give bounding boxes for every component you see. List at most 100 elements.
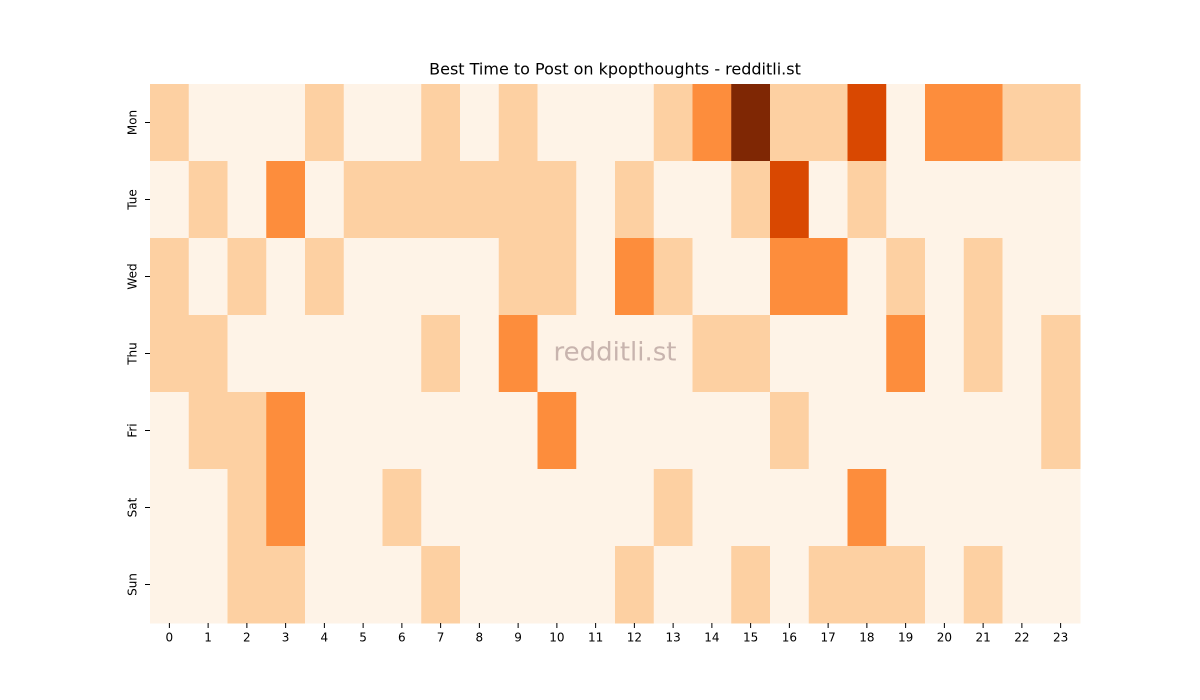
heatmap-cell: [460, 392, 500, 470]
heatmap-cell: [150, 392, 190, 470]
heatmap-cell: [537, 161, 577, 239]
heatmap-cell: [421, 315, 461, 393]
heatmap-cell: [770, 161, 810, 239]
heatmap-cell: [615, 161, 655, 239]
heatmap-cell: [537, 84, 577, 162]
heatmap-cell: [692, 161, 732, 239]
x-tick-label: 8: [476, 631, 484, 645]
heatmap-cell: [576, 161, 616, 239]
heatmap-cell: [305, 84, 345, 162]
chart-title: Best Time to Post on kpopthoughts - redd…: [429, 60, 801, 79]
x-tick-label: 4: [321, 631, 329, 645]
heatmap-cell: [692, 238, 732, 316]
heatmap-cell: [653, 84, 693, 162]
x-tick-label: 10: [549, 631, 564, 645]
heatmap-cell: [615, 392, 655, 470]
heatmap-cell: [1041, 315, 1081, 393]
heatmap-cell: [770, 546, 810, 624]
heatmap-cell: [343, 84, 383, 162]
heatmap-cell: [615, 84, 655, 162]
heatmap-cell: [886, 392, 926, 470]
heatmap-cell: [1041, 84, 1081, 162]
heatmap-cell: [305, 315, 345, 393]
heatmap-cell: [537, 315, 577, 393]
x-tick-label: 5: [359, 631, 367, 645]
heatmap-cell: [537, 392, 577, 470]
heatmap-cell: [886, 84, 926, 162]
heatmap-cell: [421, 546, 461, 624]
x-tick-label: 1: [204, 631, 212, 645]
heatmap-cell: [188, 392, 228, 470]
heatmap-cell: [188, 546, 228, 624]
heatmap-cell: [692, 315, 732, 393]
x-tick-label: 16: [782, 631, 797, 645]
heatmap-cell: [808, 161, 848, 239]
heatmap-cell: [808, 315, 848, 393]
heatmap-cell: [498, 392, 538, 470]
x-tick-label: 19: [898, 631, 913, 645]
heatmap-cell: [460, 84, 500, 162]
heatmap-cell: [963, 546, 1003, 624]
heatmap-cell: [343, 392, 383, 470]
y-tick-label: Thu: [126, 342, 140, 366]
heatmap-cell: [382, 161, 422, 239]
heatmap-cell: [886, 238, 926, 316]
heatmap-cell: [731, 161, 771, 239]
heatmap-cell: [227, 392, 267, 470]
heatmap-cell: [1002, 469, 1042, 547]
heatmap-cell: [886, 546, 926, 624]
heatmap-cell: [692, 392, 732, 470]
heatmap-cell: [343, 238, 383, 316]
heatmap-cell: [925, 84, 965, 162]
y-tick-label: Wed: [126, 263, 140, 289]
heatmap-cell: [886, 161, 926, 239]
heatmap-cell: [498, 161, 538, 239]
heatmap-cell: [266, 315, 306, 393]
heatmap-cell: [692, 469, 732, 547]
heatmap-cell: [963, 392, 1003, 470]
heatmap-cell: [653, 392, 693, 470]
heatmap-cell: [421, 161, 461, 239]
heatmap-cell: [343, 315, 383, 393]
heatmap-cell: [227, 469, 267, 547]
x-tick-label: 23: [1053, 631, 1068, 645]
x-tick-label: 7: [437, 631, 445, 645]
heatmap-cell: [305, 546, 345, 624]
y-tick-label: Sun: [126, 573, 140, 596]
heatmap-cell: [1002, 161, 1042, 239]
x-tick-label: 18: [859, 631, 874, 645]
heatmap-cell: [770, 315, 810, 393]
heatmap-cell: [537, 238, 577, 316]
heatmap-cell: [460, 161, 500, 239]
watermark: redditli.st: [554, 338, 677, 368]
heatmap-cell: [770, 392, 810, 470]
heatmap-cell: [150, 546, 190, 624]
heatmap-cell: [460, 546, 500, 624]
heatmap-cell: [886, 469, 926, 547]
x-tick-label: 17: [820, 631, 835, 645]
heatmap-cell: [576, 315, 616, 393]
heatmap-cell: [731, 546, 771, 624]
heatmap-cell: [1041, 469, 1081, 547]
heatmap-cell: [188, 161, 228, 239]
heatmap-cell: [421, 469, 461, 547]
heatmap-cell: [188, 238, 228, 316]
heatmap-cell: [808, 546, 848, 624]
heatmap-cell: [653, 469, 693, 547]
x-tick-label: 6: [398, 631, 406, 645]
x-tick-label: 11: [588, 631, 603, 645]
heatmap-cell: [615, 315, 655, 393]
heatmap-cell: [963, 84, 1003, 162]
heatmap-cell: [576, 392, 616, 470]
heatmap-cell: [925, 238, 965, 316]
heatmap-cell: [1041, 238, 1081, 316]
heatmap-cell: [963, 469, 1003, 547]
heatmap-cell: [1002, 392, 1042, 470]
heatmap-cell: [1041, 161, 1081, 239]
heatmap-cell: [886, 315, 926, 393]
heatmap-cell: [576, 546, 616, 624]
heatmap-cell: [421, 84, 461, 162]
heatmap-cell: [1041, 392, 1081, 470]
